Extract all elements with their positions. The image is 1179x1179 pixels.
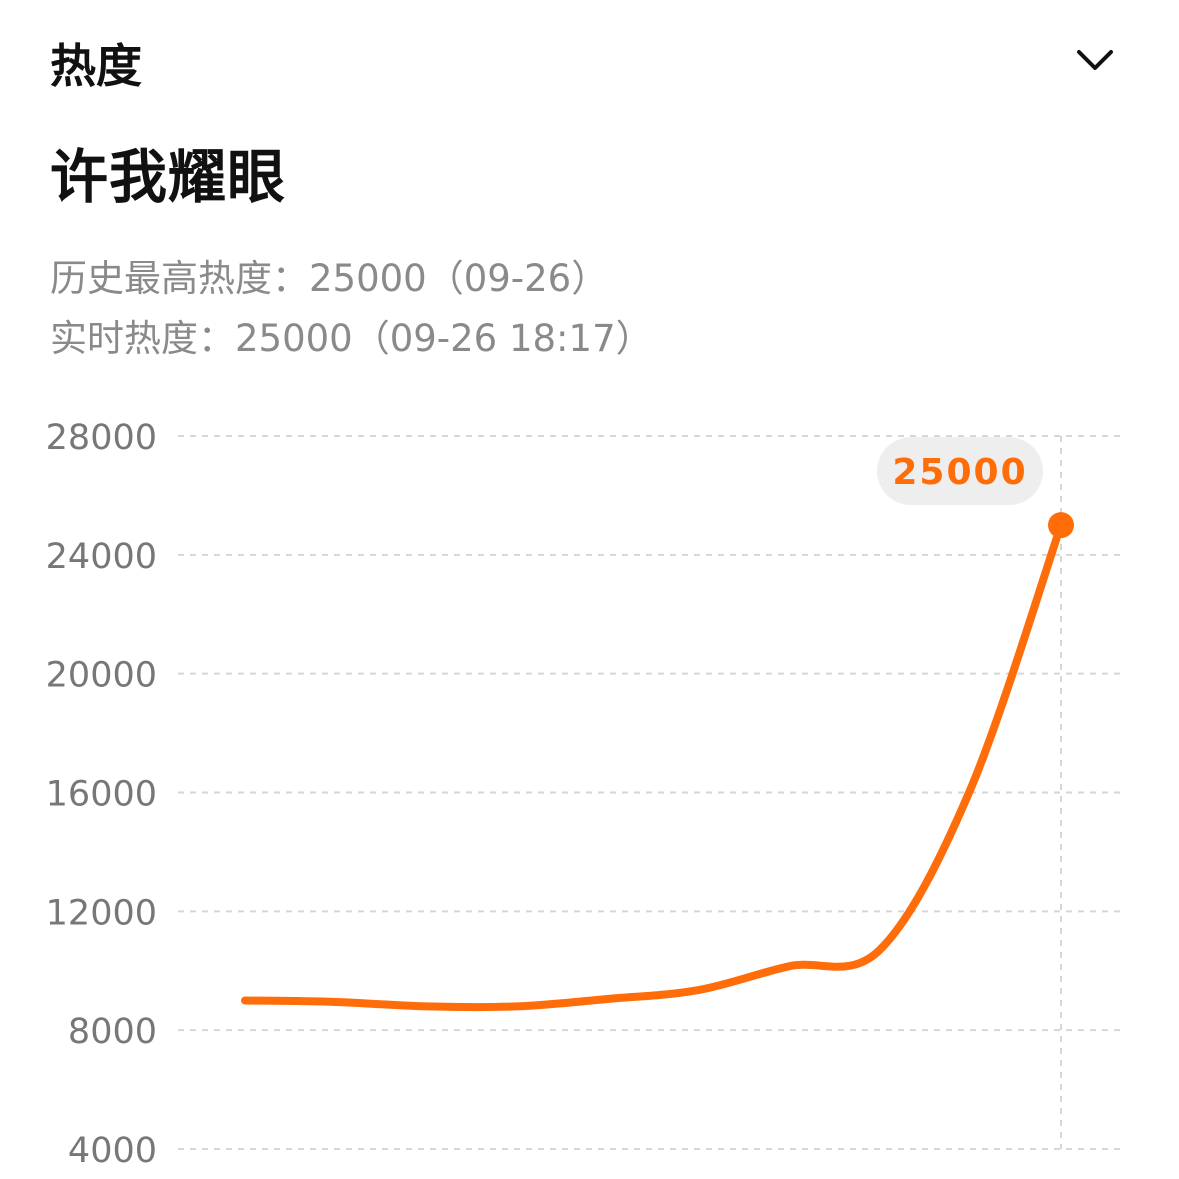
peak-heat-date: （09-26） — [426, 257, 609, 300]
y-tick-label: 28000 — [46, 418, 157, 458]
collapse-button[interactable] — [1070, 40, 1120, 80]
realtime-heat-row: 实时热度：25000（09-26 18:17） — [50, 308, 653, 362]
y-tick-label: 8000 — [68, 1012, 157, 1052]
peak-heat-label: 历史最高热度： — [50, 257, 309, 300]
y-tick-label: 12000 — [46, 893, 157, 933]
realtime-heat-time: （09-26 18:17） — [352, 317, 653, 360]
chevron-down-icon — [1077, 50, 1113, 70]
value-tooltip-label: 25000 — [892, 452, 1027, 493]
y-tick-label: 24000 — [46, 537, 157, 577]
section-title: 热度 — [50, 39, 142, 93]
heat-line-chart: 28000 24000 20000 16000 12000 8000 4000 25000 — [46, 418, 1125, 1171]
series-line — [241, 521, 1065, 1012]
value-tooltip — [877, 437, 1043, 506]
peak-heat-value: 25000 — [309, 257, 427, 300]
topic-title: 许我耀眼 — [50, 143, 287, 211]
y-tick-label: 20000 — [46, 656, 157, 696]
y-tick-label: 16000 — [46, 775, 157, 815]
y-tick-label: 4000 — [68, 1131, 157, 1171]
realtime-heat-value: 25000 — [235, 317, 353, 360]
realtime-heat-label: 实时热度： — [50, 317, 235, 360]
peak-heat-row: 历史最高热度：25000（09-26） — [50, 248, 608, 302]
highlight-point — [1048, 512, 1074, 539]
